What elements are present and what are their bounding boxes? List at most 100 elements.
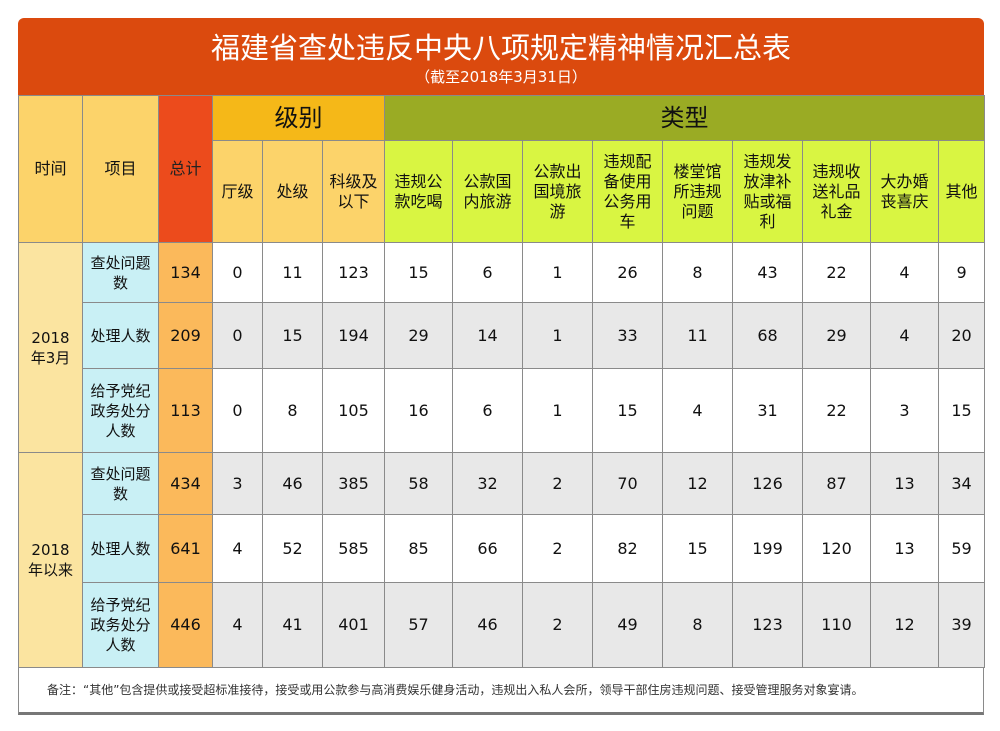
- value-cell: 14: [452, 302, 524, 369]
- value-cell: 4: [212, 582, 263, 668]
- item-cell: 处理人数: [82, 302, 159, 369]
- value-cell: 199: [732, 514, 804, 583]
- header-type-col: 违规发放津补贴或福利: [732, 140, 804, 243]
- header-type-col: 违规公款吃喝: [384, 140, 454, 243]
- value-cell: 46: [452, 582, 524, 668]
- item-cell: 给予党纪政务处分人数: [82, 582, 159, 668]
- table-row: 2018年以来 查处问题数 434 3 46 385 58 32 2 70 12 126 87 13 34: [18, 452, 986, 668]
- value-cell: 29: [802, 302, 872, 369]
- header-total: 总计: [158, 95, 213, 243]
- total-cell: 434: [158, 452, 213, 515]
- value-cell: 33: [592, 302, 664, 369]
- value-cell: 34: [938, 452, 986, 515]
- value-cell: 105: [321, 368, 386, 453]
- value-cell: 31: [732, 368, 804, 453]
- footnote: 备注：“其他”包含提供或接受超标准接待，接受或用公款参与高消费娱乐健身活动，违规…: [18, 668, 984, 715]
- header-type-col: 违规配备使用公务用车: [592, 140, 664, 243]
- value-cell: 68: [732, 302, 804, 369]
- period-cell: 2018年以来: [18, 452, 83, 668]
- header-type-col: 公款出国境旅游: [522, 140, 594, 243]
- value-cell: 3: [212, 452, 263, 515]
- table-row: 处理人数 641 4 52 585 85 66 2 82 15 199 120 13 59: [19, 514, 986, 583]
- value-cell: 22: [802, 242, 872, 303]
- table-row: 2018年3月 查处问题数 134 0 11 123 15 6 1 26 8 43 22 4 9: [18, 242, 986, 453]
- header-level-col: 处级: [262, 140, 323, 243]
- header-type: 类型: [384, 95, 986, 141]
- item-cell: 处理人数: [82, 514, 159, 583]
- value-cell: 15: [662, 514, 734, 583]
- value-cell: 46: [262, 452, 323, 515]
- header-type-col: 其他: [938, 140, 986, 243]
- value-cell: 6: [452, 242, 524, 303]
- item-cell: 查处问题数: [82, 242, 159, 303]
- table-row: 给予党纪政务处分人数 113 0 8 105 16 6 1 15 4 31 22 3 15: [19, 368, 986, 453]
- value-cell: 120: [802, 514, 872, 583]
- value-cell: 41: [262, 582, 323, 668]
- value-cell: 3: [870, 368, 940, 453]
- value-cell: 15: [938, 368, 986, 453]
- value-cell: 9: [938, 242, 986, 303]
- value-cell: 11: [662, 302, 734, 369]
- value-cell: 4: [212, 514, 263, 583]
- value-cell: 4: [870, 302, 940, 369]
- value-cell: 15: [592, 368, 664, 453]
- value-cell: 110: [802, 582, 872, 668]
- value-cell: 20: [938, 302, 986, 369]
- header-type-col: 楼堂馆所违规问题: [662, 140, 734, 243]
- value-cell: 8: [662, 582, 734, 668]
- page-subtitle: （截至2018年3月31日）: [415, 68, 587, 86]
- value-cell: 15: [262, 302, 323, 369]
- value-cell: 13: [870, 514, 940, 583]
- value-cell: 59: [938, 514, 986, 583]
- total-cell: 209: [158, 302, 213, 369]
- value-cell: 85: [384, 514, 454, 583]
- value-cell: 12: [662, 452, 734, 515]
- value-cell: 22: [802, 368, 872, 453]
- value-cell: 6: [452, 368, 524, 453]
- value-cell: 32: [452, 452, 524, 515]
- value-cell: 401: [321, 582, 386, 668]
- value-cell: 2: [522, 452, 594, 515]
- value-cell: 8: [262, 368, 323, 453]
- total-cell: 446: [158, 582, 213, 668]
- value-cell: 4: [662, 368, 734, 453]
- value-cell: 87: [802, 452, 872, 515]
- value-cell: 82: [592, 514, 664, 583]
- value-cell: 0: [212, 302, 263, 369]
- value-cell: 0: [212, 368, 263, 453]
- header-type-col: 违规收送礼品礼金: [802, 140, 872, 243]
- value-cell: 66: [452, 514, 524, 583]
- value-cell: 70: [592, 452, 664, 515]
- value-cell: 123: [732, 582, 804, 668]
- value-cell: 1: [522, 242, 594, 303]
- value-cell: 0: [212, 242, 263, 303]
- value-cell: 39: [938, 582, 986, 668]
- value-cell: 4: [870, 242, 940, 303]
- value-cell: 13: [870, 452, 940, 515]
- value-cell: 58: [384, 452, 454, 515]
- header-time: 时间: [18, 95, 83, 243]
- value-cell: 15: [384, 242, 454, 303]
- item-cell: 查处问题数: [82, 452, 159, 515]
- item-cell: 给予党纪政务处分人数: [82, 368, 159, 453]
- header-level-col: 科级及以下: [321, 140, 386, 243]
- total-cell: 641: [158, 514, 213, 583]
- value-cell: 1: [522, 302, 594, 369]
- value-cell: 2: [522, 582, 594, 668]
- value-cell: 29: [384, 302, 454, 369]
- value-cell: 11: [262, 242, 323, 303]
- value-cell: 8: [662, 242, 734, 303]
- table-row: 给予党纪政务处分人数 446 4 41 401 57 46 2 49 8 123 110 12 39: [19, 582, 986, 668]
- value-cell: 43: [732, 242, 804, 303]
- value-cell: 49: [592, 582, 664, 668]
- header-type-col: 大办婚丧喜庆: [870, 140, 940, 243]
- value-cell: 26: [592, 242, 664, 303]
- header-level-col: 厅级: [212, 140, 263, 243]
- value-cell: 385: [321, 452, 386, 515]
- period-cell: 2018年3月: [18, 242, 83, 453]
- header-level: 级别: [211, 95, 386, 141]
- value-cell: 57: [384, 582, 454, 668]
- value-cell: 52: [262, 514, 323, 583]
- title-banner: 福建省查处违反中央八项规定精神情况汇总表 （截至2018年3月31日）: [18, 18, 984, 95]
- summary-table-container: 福建省查处违反中央八项规定精神情况汇总表 （截至2018年3月31日） 时间 项…: [18, 18, 986, 715]
